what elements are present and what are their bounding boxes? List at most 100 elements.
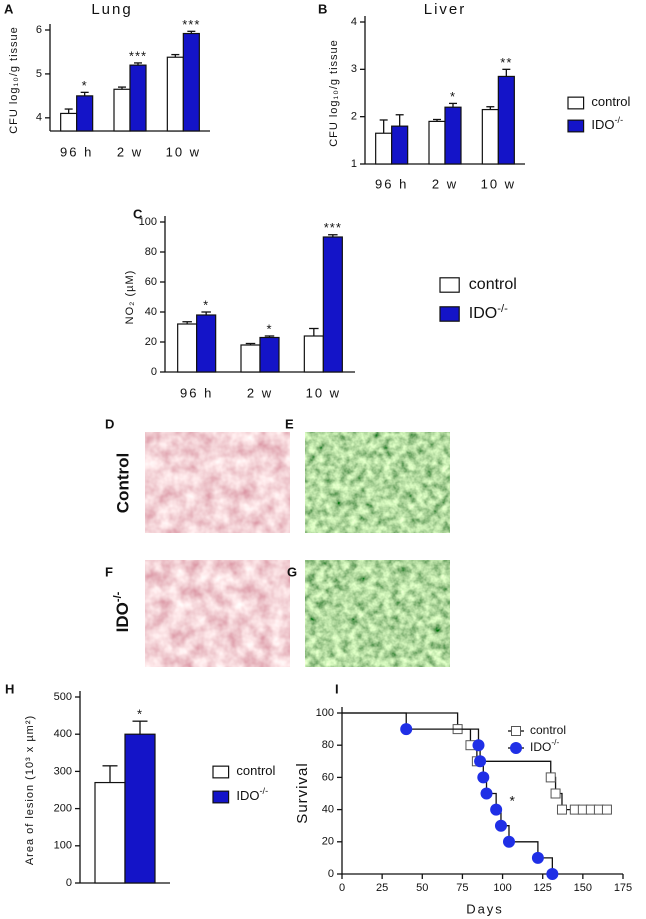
y-tick-label: 100 — [139, 216, 157, 228]
histology: D E F G Control IDO-/- — [105, 416, 450, 667]
legend-swatch — [212, 790, 230, 804]
bar — [113, 88, 131, 132]
bar — [124, 733, 156, 884]
bar — [303, 335, 324, 373]
marker — [494, 819, 507, 832]
row-label-text: IDO — [113, 602, 132, 632]
panel-letter: H — [5, 681, 14, 696]
bar — [391, 125, 409, 165]
marker — [531, 851, 544, 864]
bar — [182, 32, 200, 132]
legend-swatch — [567, 96, 585, 110]
x-tick-label: 2 w — [117, 144, 143, 159]
bar — [129, 64, 147, 132]
x-tick-label: 150 — [574, 882, 592, 894]
x-tick-label: 96 h — [180, 385, 213, 400]
legend-swatch — [439, 277, 460, 293]
bar — [76, 95, 94, 132]
marker — [472, 739, 485, 752]
x-tick-label: 10 w — [306, 385, 341, 400]
bar — [60, 112, 78, 132]
row-label: Control — [113, 453, 132, 513]
marker — [545, 772, 556, 783]
y-tick-label: 500 — [54, 691, 72, 703]
y-tick-label: 80 — [145, 246, 157, 258]
chart-title: Lung — [91, 1, 132, 18]
bar — [375, 132, 393, 165]
legend-label: IDO-/- — [591, 115, 623, 132]
bar — [259, 336, 280, 373]
x-tick-label: 10 w — [481, 176, 516, 191]
y-tick-label: 2 — [351, 111, 357, 123]
significance: *** — [182, 17, 200, 32]
significance: ** — [500, 55, 512, 70]
marker — [400, 723, 413, 736]
marker — [556, 804, 567, 815]
y-tick-label: 4 — [36, 112, 42, 124]
y-tick-label: 400 — [54, 728, 72, 740]
y-tick-label: 300 — [54, 765, 72, 777]
y-tick-label: 1 — [351, 158, 357, 170]
marker — [550, 788, 561, 799]
y-tick-label: 6 — [36, 24, 42, 36]
legend-name: IDO — [236, 788, 259, 803]
significance: * — [82, 78, 88, 93]
legend-name: IDO — [591, 117, 614, 132]
y-tick-label: 100 — [54, 840, 72, 852]
legend-label: control — [530, 723, 566, 737]
significance: *** — [129, 48, 147, 63]
y-tick-label: 60 — [145, 276, 157, 288]
histology-image — [305, 560, 450, 667]
survival-line — [342, 712, 553, 874]
y-axis-label: Area of lesion (10³ x µm²) — [24, 715, 36, 865]
y-axis-label: CFU log₁₀/g tissue — [328, 39, 340, 147]
bar — [481, 108, 499, 165]
panel-letter: D — [105, 416, 114, 431]
legend-label: control — [591, 94, 630, 109]
legend-label: IDO-/- — [236, 786, 268, 803]
x-tick-label: 50 — [416, 882, 428, 894]
y-tick-label: 20 — [145, 336, 157, 348]
bar — [196, 314, 217, 373]
legend-swatch — [567, 119, 585, 133]
legend-sup: -/- — [497, 303, 508, 315]
x-tick-label: 2 w — [247, 385, 273, 400]
x-tick-label: 125 — [534, 882, 552, 894]
histology-image — [305, 432, 450, 533]
significance: * — [450, 89, 456, 104]
marker — [601, 804, 612, 815]
legend-label: IDO-/- — [530, 737, 559, 754]
x-tick-label: 100 — [493, 882, 511, 894]
legend-label: control — [469, 276, 517, 293]
x-tick-label: 96 h — [375, 176, 408, 191]
bar — [497, 75, 515, 165]
x-tick-label: 25 — [376, 882, 388, 894]
row-label: IDO-/- — [112, 591, 133, 632]
legend-label: IDO-/- — [469, 303, 508, 322]
panel-letter: A — [4, 1, 14, 16]
y-tick-label: 0 — [66, 877, 72, 889]
bar — [240, 344, 261, 373]
y-tick-label: 60 — [322, 771, 334, 783]
x-axis-label: Days — [466, 901, 504, 916]
y-tick-label: 4 — [351, 16, 357, 28]
y-tick-label: 3 — [351, 63, 357, 75]
y-axis-label: NO₂ (µM) — [124, 270, 136, 325]
y-tick-label: 5 — [36, 68, 42, 80]
y-tick-label: 40 — [145, 306, 157, 318]
significance: *** — [324, 220, 342, 235]
legend-name: IDO — [469, 305, 497, 322]
panel-letter: C — [133, 206, 143, 221]
marker — [502, 835, 515, 848]
legend-marker — [511, 726, 521, 736]
y-tick-label: 0 — [151, 366, 157, 378]
chart-title: Liver — [424, 1, 467, 18]
x-tick-label: 10 w — [166, 144, 201, 159]
marker — [480, 787, 493, 800]
y-tick-label: 20 — [322, 836, 334, 848]
legend-swatch — [439, 306, 460, 322]
bar — [177, 323, 198, 373]
panel-letter: F — [105, 564, 113, 579]
panel-letter: B — [318, 1, 327, 16]
histology-image — [145, 432, 290, 533]
